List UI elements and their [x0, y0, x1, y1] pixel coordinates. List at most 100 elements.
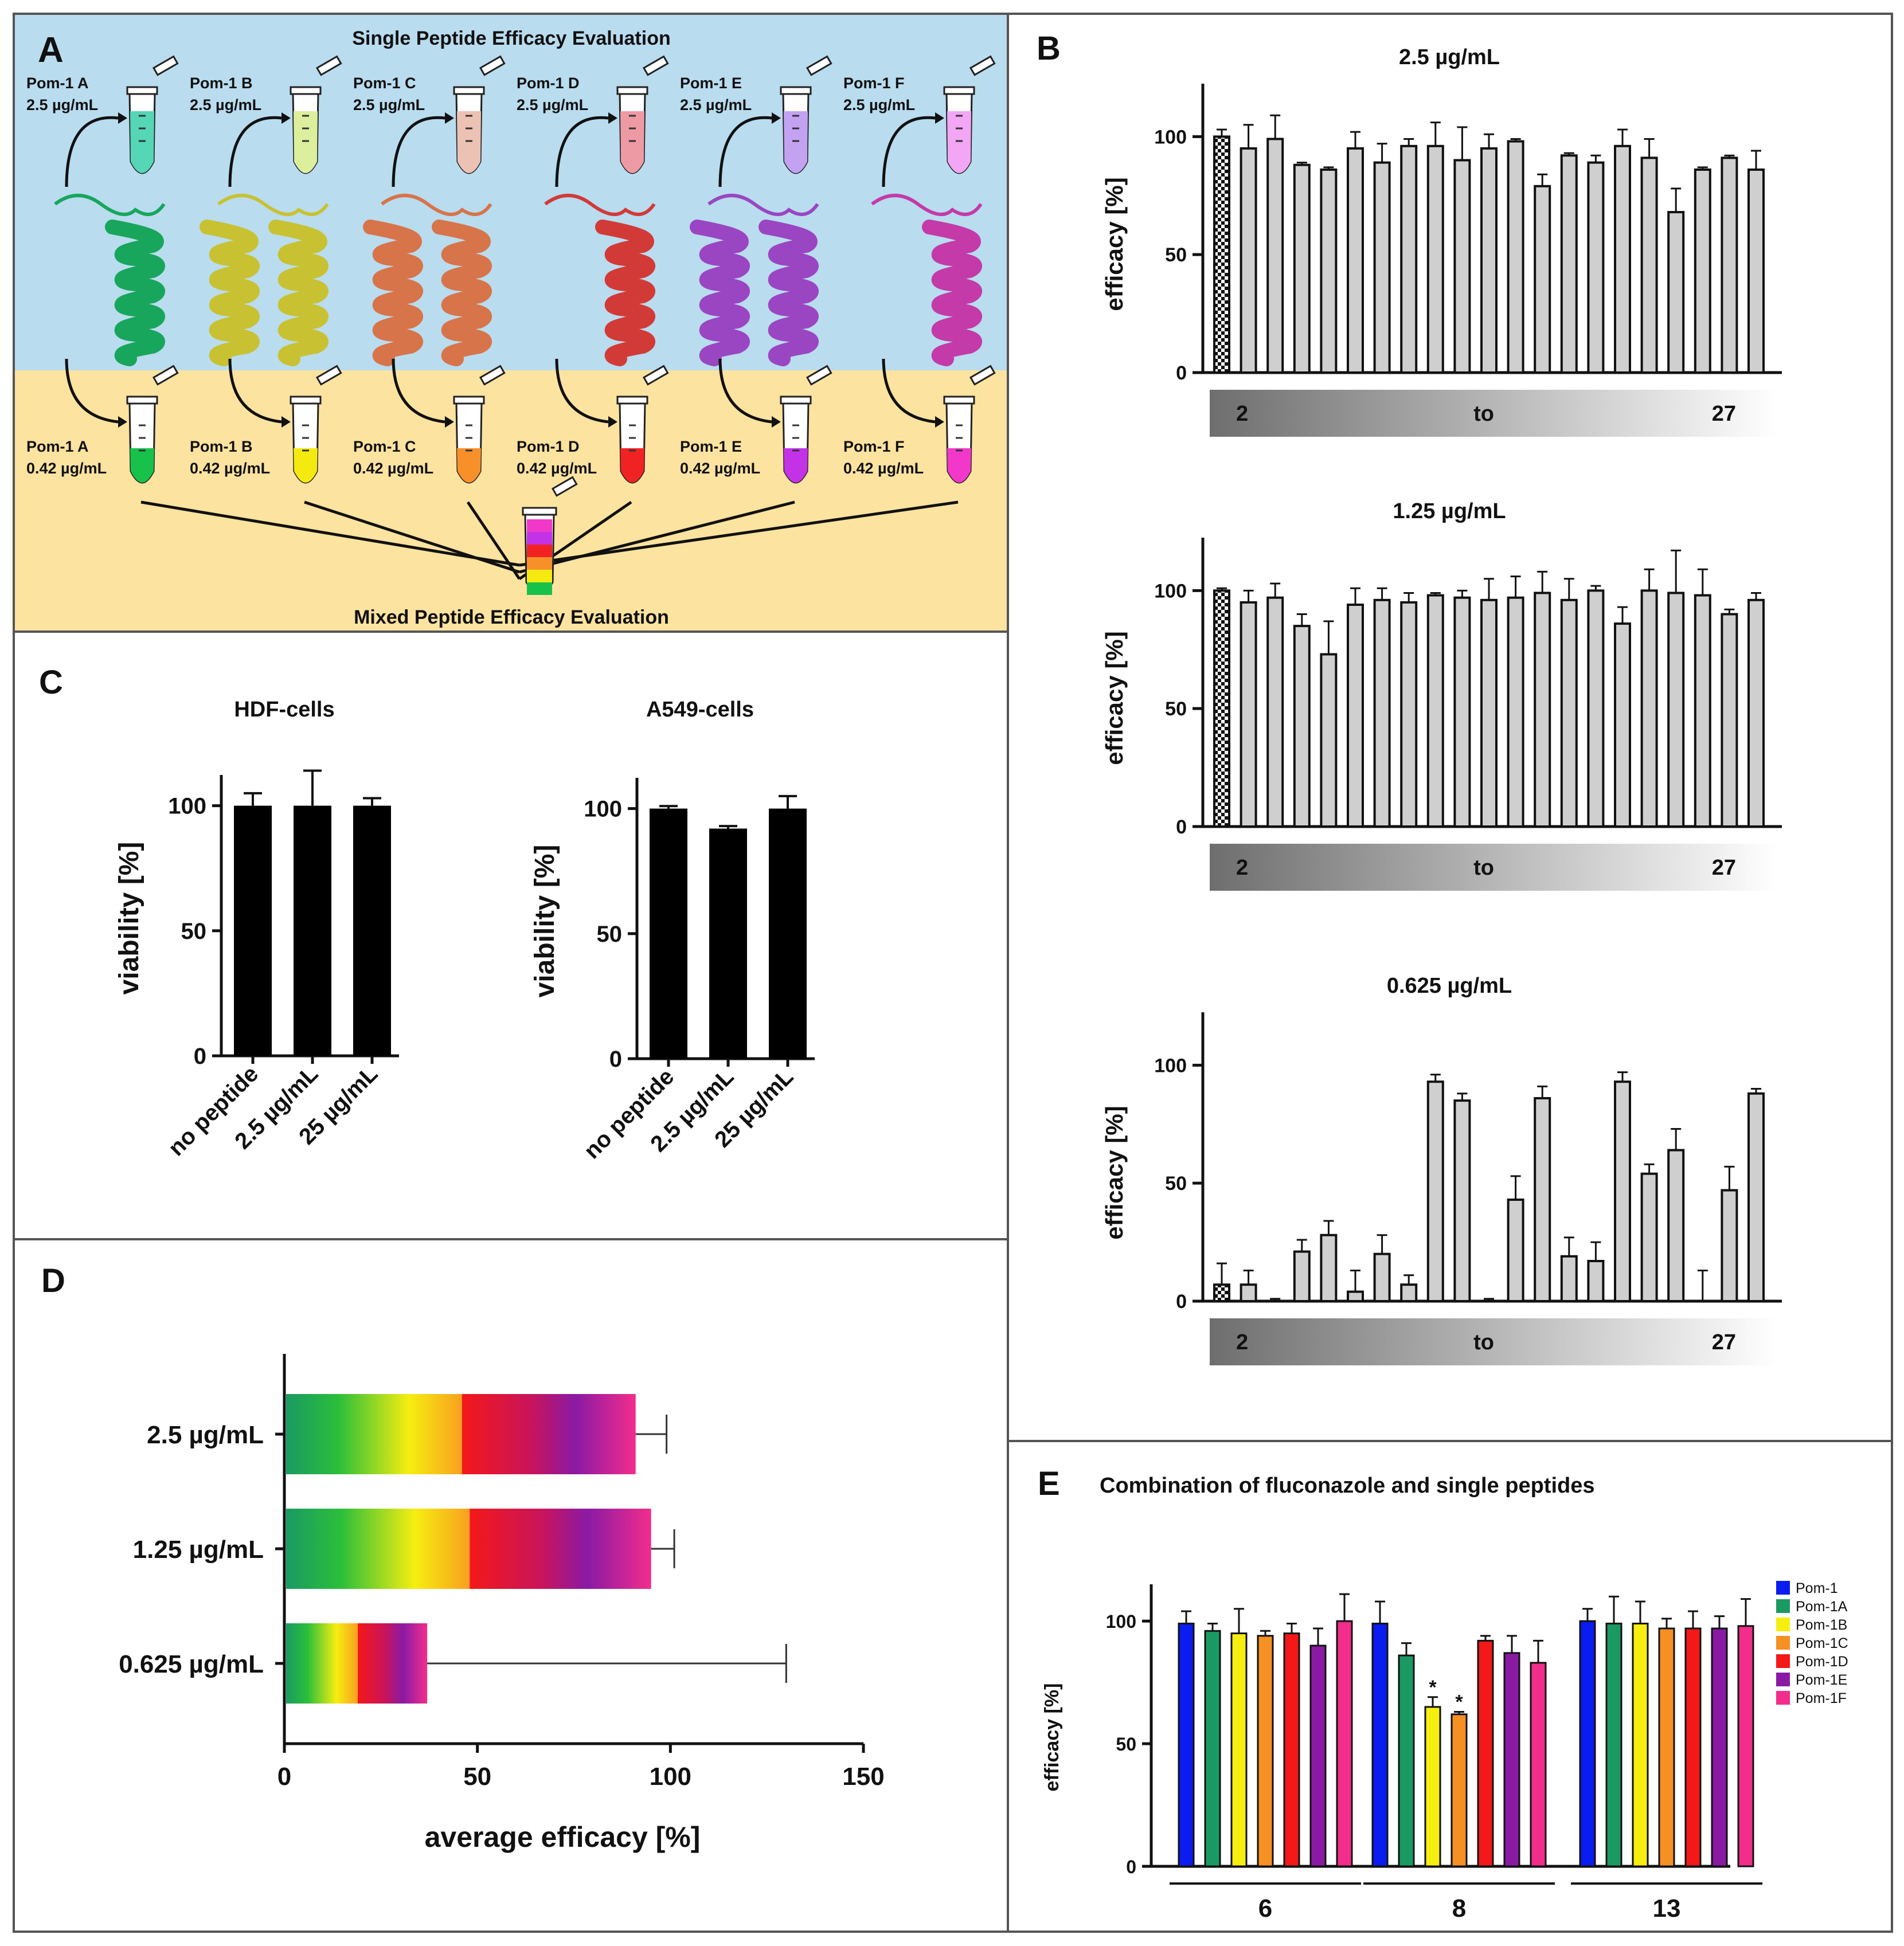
helix-ribbon: [432, 220, 492, 366]
y-tick-label: 50: [1165, 698, 1187, 720]
arrow-head: [935, 112, 944, 124]
bar: [1711, 1627, 1728, 1867]
tube-cap: [479, 55, 506, 76]
bar: [1560, 1255, 1578, 1303]
bar: [294, 805, 331, 1056]
tube-bottom-name: Pom-1 C: [353, 438, 416, 455]
x-tick-label: 100: [650, 1763, 691, 1791]
tube-top-conc: 2.5 µg/mL: [843, 96, 915, 113]
tube-bottom-conc: 0.42 µg/mL: [26, 460, 107, 477]
peptide-helix: [363, 220, 423, 366]
group-label: 6: [1258, 1894, 1272, 1922]
bar: [1507, 1198, 1524, 1303]
arrow-head: [445, 112, 454, 124]
arrow-curve-top: [718, 116, 772, 187]
bar: [1320, 168, 1338, 374]
y-axis-label: efficacy [%]: [1101, 631, 1128, 765]
frame-divider-vertical: [1007, 13, 1009, 1933]
bar: [1640, 589, 1658, 828]
tube-top-name: Pom-1 E: [680, 75, 742, 92]
bar: [1667, 1149, 1685, 1302]
tube-rim: [943, 86, 975, 95]
legend-swatch: [1776, 1636, 1790, 1650]
tube-bottom-name: Pom-1 E: [680, 438, 742, 455]
tube-liquid: [130, 448, 154, 483]
gradient-band: [1210, 1318, 1777, 1365]
y-tick-label: 0: [1176, 1291, 1187, 1313]
bar: [1266, 138, 1284, 374]
bar: [1721, 1189, 1738, 1302]
bar: [1614, 1080, 1631, 1303]
tube-bottom: [943, 365, 996, 484]
bar: [1400, 601, 1418, 828]
tube-rim: [616, 396, 648, 405]
bar: [1587, 589, 1605, 828]
bar: [1587, 1260, 1605, 1302]
peptide-helix: [759, 220, 819, 366]
tube-liquid: [784, 111, 808, 173]
mixed-tube-layer: [527, 545, 552, 557]
bar: [1293, 163, 1311, 374]
tube-rim: [453, 86, 485, 95]
arrow-head: [608, 112, 617, 124]
tube-liquid: [294, 448, 318, 483]
frame-outer-bottom: [13, 1931, 1893, 1933]
bar: [234, 805, 272, 1056]
tube-rim: [780, 86, 812, 95]
bar: [1480, 147, 1498, 374]
legend-label: Pom-1A: [1796, 1599, 1848, 1615]
tube-liquid: [130, 111, 154, 173]
panel-a: A Single Peptide Efficacy Evaluation Mixed…: [15, 15, 1008, 632]
tube-cap: [806, 55, 832, 76]
bar-segment-second: [462, 1394, 636, 1474]
mixed-tube-rim: [522, 507, 557, 516]
y-tick-label: 50: [1116, 1734, 1136, 1755]
helix-ribbon: [268, 220, 329, 366]
panel-d-chart: D 0 50 100 150 average efficacy [%] 2.5 µg/mL 1…: [41, 1262, 885, 1853]
arrow-head: [772, 416, 781, 428]
panel-label: D: [41, 1262, 65, 1299]
tube-cap: [152, 365, 179, 386]
bar: [1737, 1625, 1754, 1867]
tube-bottom-conc: 0.42 µg/mL: [517, 460, 597, 477]
helix-ribbon: [363, 220, 423, 366]
bar: [1614, 622, 1631, 828]
y-tick-label: 100: [1106, 1611, 1136, 1632]
y-axis-label: efficacy [%]: [1041, 1683, 1063, 1792]
bar: [1293, 1250, 1311, 1303]
tube-liquid: [620, 111, 644, 173]
panel-label: C: [39, 664, 63, 701]
tube-cap: [969, 55, 996, 76]
gradient-label-mid: to: [1473, 1330, 1494, 1354]
peptide-helix: [200, 220, 260, 366]
peptide-coil: [381, 194, 492, 216]
tube-cap: [642, 365, 669, 386]
arrow-curve-top: [882, 116, 936, 187]
y-tick-label: 100: [1154, 126, 1187, 148]
tube-top: [126, 55, 179, 174]
significance-star: *: [1429, 1677, 1437, 1698]
helix-ribbon: [200, 220, 260, 366]
panel-e: E Combination of fluconazole and single p…: [1008, 1441, 1891, 1932]
bar-segment-first: [286, 1394, 462, 1474]
arrow-curve-top: [555, 116, 609, 187]
bar: [1347, 1290, 1364, 1303]
bar: [1560, 154, 1578, 374]
bar: [1373, 161, 1391, 374]
gradient-label-start: 2: [1236, 856, 1248, 880]
bar: [1694, 168, 1711, 374]
arrow-curve-bottom: [882, 358, 936, 424]
bar: [1400, 1283, 1418, 1303]
panel-a-bottom-title: Mixed Peptide Efficacy Evaluation: [354, 606, 669, 628]
x-tick-label: 50: [463, 1763, 491, 1791]
tube-top-name: Pom-1 D: [517, 75, 580, 92]
tube-bottom-name: Pom-1 F: [843, 438, 905, 455]
tube-cap: [315, 365, 342, 386]
tube-top: [943, 55, 996, 174]
arrow-head: [935, 416, 944, 428]
panel-e-chart: E Combination of fluconazole and single p…: [1038, 1465, 1848, 1922]
bar: [1204, 1630, 1221, 1867]
bar: [1309, 1644, 1327, 1867]
bar: [1530, 1662, 1547, 1867]
tube-liquid: [947, 111, 971, 173]
